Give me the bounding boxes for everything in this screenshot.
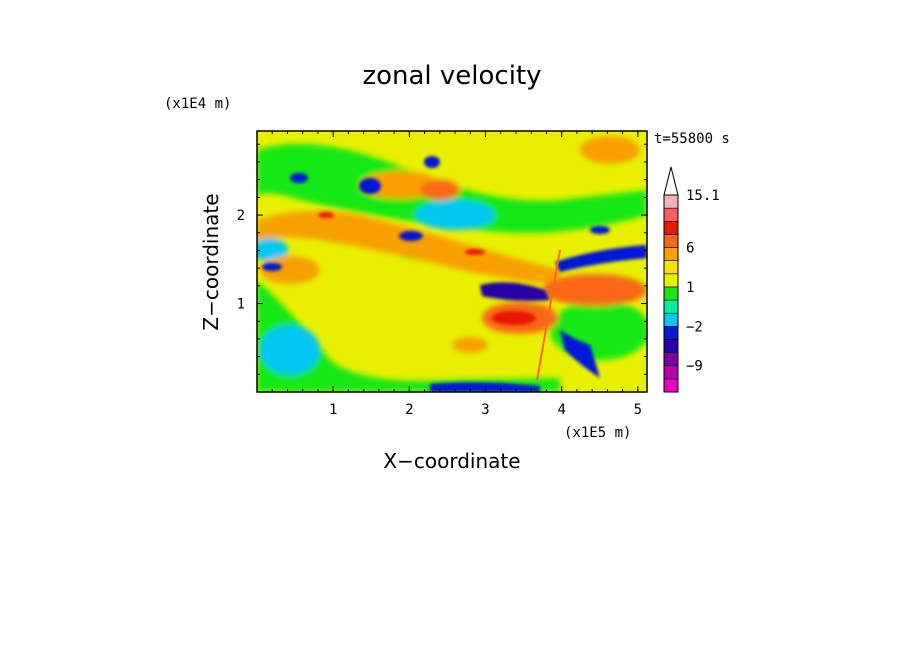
colorbar-label: 15.1 (686, 188, 720, 204)
field-blob (420, 180, 460, 200)
field-band (257, 280, 560, 392)
field-core (290, 173, 308, 183)
field-blob (415, 200, 495, 230)
colorbar-arrow (663, 166, 679, 196)
field-core (492, 311, 536, 325)
colorbar-swatch (663, 260, 679, 275)
x-tick-label: 3 (481, 402, 489, 418)
field-blob (257, 238, 288, 262)
field-blob (360, 171, 440, 199)
colorbar-swatch (663, 247, 679, 261)
field-blob (260, 325, 320, 375)
x-tick-label: 5 (634, 402, 642, 418)
field-core (424, 156, 440, 168)
x-tick-label: 2 (405, 402, 413, 418)
colorbar-label: −2 (686, 319, 703, 335)
colorbar-swatch (663, 378, 679, 393)
field-core (560, 284, 620, 296)
colorbar-swatch (663, 194, 679, 209)
field-core (359, 178, 381, 194)
colorbar-swatch (663, 365, 679, 380)
velocity-field (257, 131, 647, 392)
field-core (262, 263, 282, 271)
colorbar-swatch (663, 352, 679, 367)
colorbar-swatch (663, 273, 679, 288)
y-tick-label: 2 (237, 208, 245, 224)
field-blob (550, 300, 647, 360)
field-core (465, 249, 485, 255)
colorbar-swatch (663, 312, 679, 327)
colorbar-swatch (663, 286, 679, 301)
colorbar-swatch (663, 326, 679, 340)
x-axis-ticks: 1 2 3 4 5 (271, 131, 642, 418)
y-axis-unit: (x1E4 m) (164, 96, 231, 112)
field-core (480, 282, 550, 301)
colorbar-swatch (663, 207, 679, 222)
x-tick-label: 1 (329, 402, 337, 418)
x-tick-label: 4 (557, 402, 565, 418)
x-axis-unit: (x1E5 m) (564, 425, 631, 441)
colorbar-label: 6 (686, 241, 694, 257)
time-label: t=55800 s (654, 131, 730, 147)
field-core (430, 382, 540, 392)
field-core (560, 330, 600, 378)
field-core (590, 226, 610, 234)
chart-title: zonal velocity (362, 61, 541, 91)
colorbar-swatch (663, 339, 679, 353)
field-blob (260, 256, 320, 284)
y-axis-label: Z−coordinate (199, 193, 223, 330)
y-tick-label: 1 (237, 297, 245, 313)
colorbar-label: 1 (686, 280, 694, 296)
colorbar-frame (663, 194, 679, 393)
field-blob (580, 136, 640, 164)
field-core (318, 212, 334, 218)
colorbar-swatch (663, 299, 679, 314)
field-blob (452, 337, 488, 353)
colorbar: 15.1 6 1 −2 −9 (663, 166, 720, 393)
colorbar-swatch (663, 234, 679, 248)
field-core (399, 231, 423, 241)
colorbar-swatch (663, 220, 679, 235)
y-axis-ticks: 12 (237, 143, 647, 375)
field-front (536, 249, 561, 381)
plot-frame (256, 130, 648, 393)
colorbar-label: −9 (686, 359, 703, 375)
x-axis-label: X−coordinate (383, 449, 520, 473)
field-band (257, 211, 560, 285)
field-core (555, 245, 647, 272)
